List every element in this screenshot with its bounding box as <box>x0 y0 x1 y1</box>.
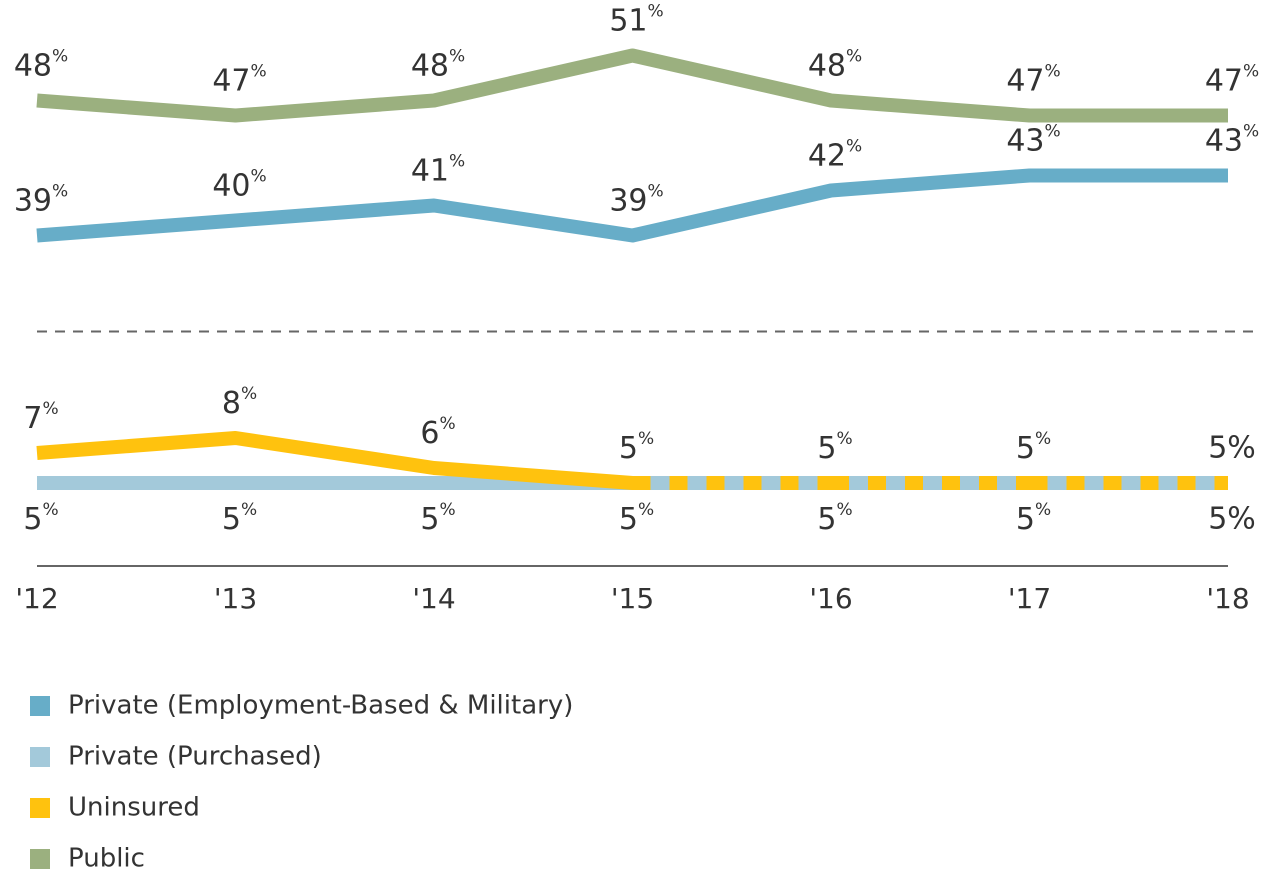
value-label: 5% <box>420 500 455 537</box>
value-label: 5% <box>23 500 58 537</box>
value-label: 5% <box>817 429 852 466</box>
value-label: 7% <box>23 399 58 436</box>
series-line <box>36 168 1228 243</box>
x-tick-label: '15 <box>611 582 654 615</box>
value-label: 5% <box>1016 500 1051 537</box>
value-label: 5% <box>1208 502 1256 537</box>
x-tick-label: '14 <box>412 582 455 615</box>
legend-label: Private (Purchased) <box>68 742 322 772</box>
value-label: 5% <box>222 500 257 537</box>
series-line <box>36 48 1228 123</box>
legend-swatch <box>30 798 50 818</box>
legend-label: Public <box>68 844 145 873</box>
value-label: 51% <box>609 2 663 39</box>
x-tick-label: '18 <box>1206 582 1249 615</box>
value-label: 47% <box>1205 62 1259 99</box>
legend-swatch <box>30 696 50 716</box>
value-label: 47% <box>1006 62 1060 99</box>
value-label: 39% <box>14 182 68 219</box>
value-label: 48% <box>14 47 68 84</box>
value-label: 40% <box>212 167 266 204</box>
value-label: 39% <box>609 182 663 219</box>
x-tick-label: '17 <box>1008 582 1051 615</box>
value-label: 6% <box>420 414 455 451</box>
value-label: 5% <box>619 500 654 537</box>
value-label: 42% <box>808 137 862 174</box>
value-label: 5% <box>817 500 852 537</box>
value-label: 43% <box>1205 122 1259 159</box>
value-label: 48% <box>411 47 465 84</box>
x-tick-label: '12 <box>15 582 58 615</box>
value-label: 5% <box>1016 429 1051 466</box>
value-label: 47% <box>212 62 266 99</box>
value-label: 48% <box>808 47 862 84</box>
legend-label: Private (Employment-Based & Military) <box>68 691 573 721</box>
value-label: 41% <box>411 152 465 189</box>
x-tick-label: '16 <box>809 582 852 615</box>
x-tick-label: '13 <box>214 582 257 615</box>
value-label: 5% <box>1208 431 1256 466</box>
legend-swatch <box>30 747 50 767</box>
legend-label: Uninsured <box>68 793 200 823</box>
value-label: 43% <box>1006 122 1060 159</box>
value-label: 5% <box>619 429 654 466</box>
series-line <box>36 431 1228 490</box>
value-label: 8% <box>222 384 257 421</box>
legend-swatch <box>30 849 50 869</box>
